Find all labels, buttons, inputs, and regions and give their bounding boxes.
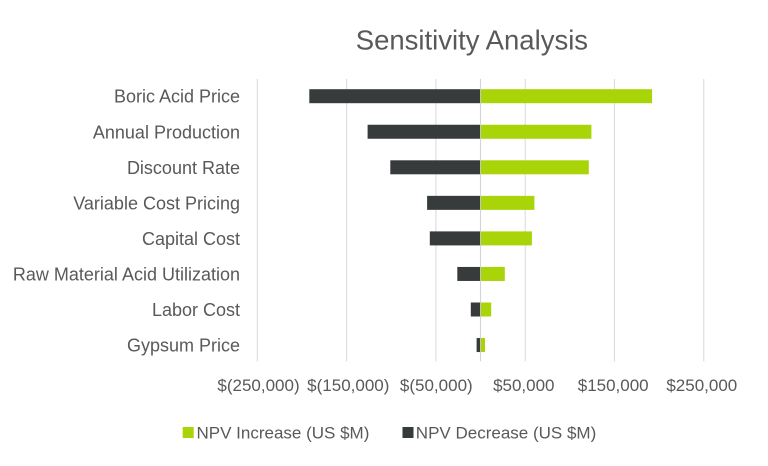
- svg-text:Gypsum Price: Gypsum Price: [127, 336, 240, 356]
- svg-text:NPV Increase (US $M): NPV Increase (US $M): [197, 424, 370, 443]
- svg-text:$150,000: $150,000: [578, 376, 649, 395]
- svg-text:Sensitivity Analysis: Sensitivity Analysis: [356, 25, 588, 56]
- svg-text:Raw Material Acid Utilization: Raw Material Acid Utilization: [13, 264, 240, 284]
- svg-text:Capital Cost: Capital Cost: [142, 229, 240, 249]
- svg-text:Variable Cost Pricing: Variable Cost Pricing: [73, 193, 240, 213]
- svg-text:$(250,000): $(250,000): [217, 376, 299, 395]
- svg-text:Labor Cost: Labor Cost: [152, 300, 240, 320]
- svg-text:Discount Rate: Discount Rate: [127, 158, 240, 178]
- svg-text:$(150,000): $(150,000): [307, 376, 389, 395]
- svg-text:Annual Production: Annual Production: [93, 122, 240, 142]
- svg-text:$(50,000): $(50,000): [400, 376, 473, 395]
- svg-text:Boric Acid Price: Boric Acid Price: [114, 87, 240, 107]
- svg-text:$50,000: $50,000: [493, 376, 554, 395]
- svg-text:NPV Decrease (US $M): NPV Decrease (US $M): [416, 424, 596, 443]
- svg-text:$250,000: $250,000: [666, 376, 737, 395]
